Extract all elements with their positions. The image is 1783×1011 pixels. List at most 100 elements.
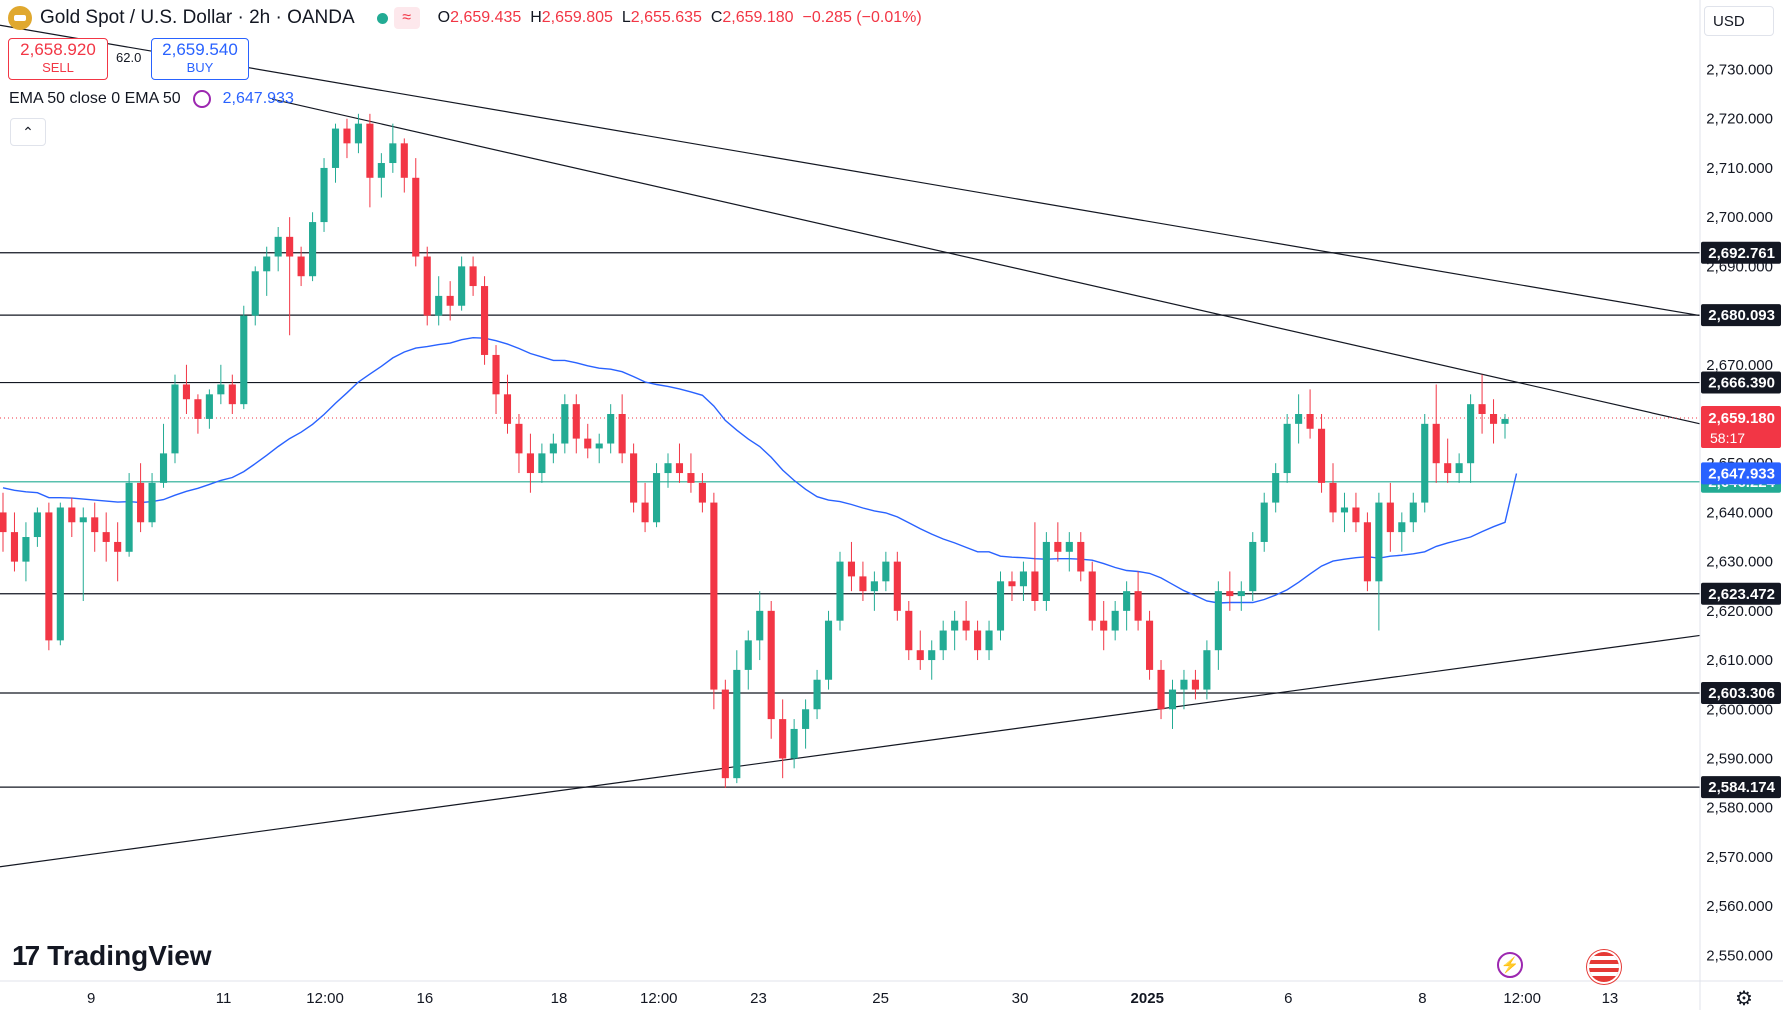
candle-body <box>125 482 133 552</box>
refresh-icon[interactable] <box>192 90 211 108</box>
candle <box>572 394 580 454</box>
lightning-icon[interactable]: ⚡ <box>1497 952 1523 978</box>
candle-body <box>286 236 294 257</box>
settings-icon[interactable]: ⚙ <box>1735 988 1753 1010</box>
candle <box>435 276 443 326</box>
candle-body <box>698 482 706 503</box>
candle-body <box>1478 404 1486 414</box>
trendline <box>0 634 1701 868</box>
countdown-label: 58:17 <box>1710 430 1745 446</box>
candle-body <box>1146 620 1154 670</box>
level-tag-label: 2,666.390 <box>1708 375 1775 392</box>
buy-price: 2,659.540 <box>162 40 238 59</box>
wave-icon[interactable]: ≈ <box>393 7 420 29</box>
candle <box>1317 414 1326 493</box>
candle <box>423 246 431 326</box>
candle-body <box>1501 418 1509 424</box>
buy-label: BUY <box>186 60 214 75</box>
last-price-tag: 2,659.180 58:17 <box>1701 406 1781 449</box>
us-flag-icon[interactable] <box>1587 950 1621 984</box>
candle <box>962 601 970 641</box>
price-tick-label: 2,570.000 <box>1706 849 1773 866</box>
candle-body <box>802 709 810 729</box>
ema-tag-label: 2,647.933 <box>1708 465 1775 482</box>
tradingview-logo[interactable]: 17 TradingView <box>12 940 212 972</box>
candle-body <box>744 640 752 670</box>
candle <box>1123 581 1131 631</box>
level-tag-label: 2,692.761 <box>1708 245 1775 262</box>
candle <box>0 492 7 552</box>
candle-body <box>1134 591 1142 621</box>
candle <box>1306 389 1314 439</box>
candle-body <box>710 502 718 690</box>
candle <box>1283 414 1291 483</box>
candle <box>458 256 466 311</box>
brand-name: TradingView <box>47 940 212 971</box>
candle <box>549 433 557 464</box>
candle <box>790 719 798 769</box>
candle-body <box>309 222 317 277</box>
currency-select[interactable]: USD <box>1704 6 1774 36</box>
buy-button[interactable]: 2,659.540 BUY <box>151 38 249 80</box>
candle-body <box>939 630 947 651</box>
candle <box>240 305 248 410</box>
candle <box>1077 532 1085 582</box>
candle <box>756 591 764 661</box>
market-status-icon[interactable] <box>376 12 388 24</box>
price-tick-label: 2,560.000 <box>1706 898 1773 915</box>
candle-body <box>1329 482 1337 513</box>
candle-body <box>114 541 122 552</box>
price-tick-label: 2,580.000 <box>1706 800 1773 817</box>
candle <box>263 246 271 296</box>
candle <box>91 502 99 552</box>
collapse-legend-button[interactable]: ⌃ <box>10 118 46 146</box>
candle <box>114 522 122 582</box>
time-tick-label: 6 <box>1284 990 1292 1007</box>
candle <box>171 374 179 464</box>
candle-body <box>1054 541 1062 552</box>
trendlines <box>0 24 1701 868</box>
candle-body <box>538 453 546 474</box>
candle <box>1421 414 1429 513</box>
candle-body <box>1363 522 1371 582</box>
candle <box>1272 463 1280 513</box>
ohlc-readout: O2,659.435 H2,659.805 L2,655.635 C2,659.… <box>438 9 922 27</box>
level-tag-bg <box>1701 241 1781 264</box>
trendline <box>271 98 1701 425</box>
candle <box>45 502 53 651</box>
candle-body <box>630 453 638 503</box>
level-tag-label: 2,623.472 <box>1708 586 1775 603</box>
symbol-title[interactable]: Gold Spot / U.S. Dollar · 2h · OANDA <box>40 7 355 28</box>
ema-polyline <box>2 336 1518 604</box>
candle-body <box>469 266 477 287</box>
indicator-legend[interactable]: EMA 50 close 0 EMA 50 2,647.933 <box>9 90 294 108</box>
candle-body <box>572 404 580 439</box>
candle-body <box>68 507 76 523</box>
candle-body <box>1375 502 1383 582</box>
candle-body <box>1203 650 1211 690</box>
candle-body <box>962 620 970 631</box>
candle <box>343 118 351 159</box>
candle-body <box>79 517 87 523</box>
candle <box>698 473 706 513</box>
candle <box>159 423 168 488</box>
candle-body <box>916 650 924 661</box>
candle-body <box>756 610 764 641</box>
sell-label: SELL <box>42 60 74 75</box>
candle <box>675 443 684 483</box>
candle <box>286 217 294 336</box>
ema-tag: 2,647.933 <box>1701 462 1781 485</box>
candle-body <box>1031 571 1039 601</box>
candle <box>194 394 202 434</box>
sell-button[interactable]: 2,658.920 SELL <box>8 38 108 80</box>
candle-body <box>618 414 626 454</box>
candle <box>377 153 385 198</box>
gold-coin-icon <box>8 6 32 30</box>
candle <box>297 246 305 287</box>
price-tick-label: 2,590.000 <box>1706 750 1773 767</box>
candle <box>22 522 30 582</box>
price-tick-label: 2,670.000 <box>1706 357 1773 374</box>
level-tag: 2,666.390 <box>1701 371 1781 394</box>
candle <box>939 620 947 661</box>
